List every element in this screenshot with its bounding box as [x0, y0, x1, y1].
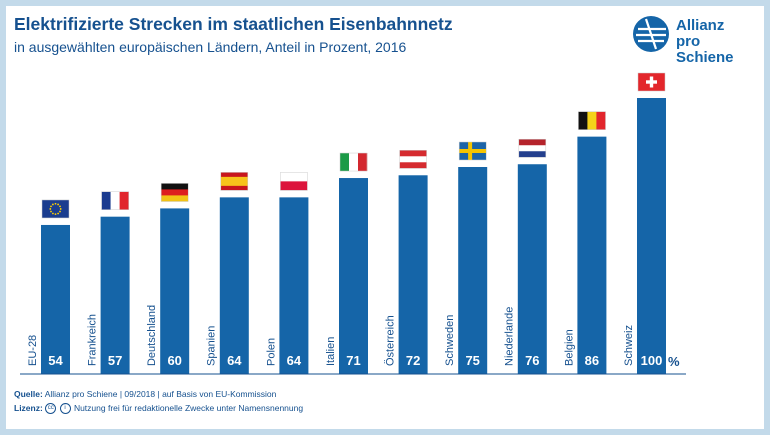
flag-border — [458, 141, 487, 161]
flag-border — [101, 191, 129, 210]
flag-de-icon — [160, 183, 189, 202]
bar-Belgien — [577, 136, 607, 374]
flag-eu-icon — [41, 199, 70, 219]
footer-source: Quelle: Allianz pro Schiene | 09/2018 | … — [14, 389, 276, 399]
flag-border — [518, 138, 547, 158]
value-label: 100 — [641, 353, 663, 368]
chart-subtitle: in ausgewählten europäischen Ländern, An… — [14, 39, 407, 55]
bar-Österreich — [398, 175, 428, 374]
chart-title: Elektrifizierte Strecken im staatlichen … — [14, 14, 453, 34]
value-label: 76 — [525, 353, 539, 368]
flag-border — [160, 183, 189, 202]
logo-line-1: Allianz — [676, 17, 725, 34]
source-label: Quelle: — [14, 389, 43, 399]
logo-text: Allianz pro Schiene — [676, 18, 756, 66]
flag-it-icon — [339, 152, 368, 172]
value-label: 75 — [465, 353, 479, 368]
bar-Schweden — [458, 167, 488, 374]
category-label: Italien — [325, 337, 337, 366]
flag-border — [339, 152, 368, 172]
flag-fr-icon — [101, 191, 129, 210]
bars-layer: 54 EU-28 57 Frankreich 60 Deutschland 64 Spanie… — [27, 72, 666, 374]
category-label: Deutschland — [146, 305, 158, 366]
flag-nl-icon — [518, 138, 547, 158]
bar-Schweiz — [637, 98, 666, 374]
flag-border — [220, 172, 249, 191]
category-label: Spanien — [206, 326, 218, 366]
source-text: Allianz pro Schiene | 09/2018 | auf Basi… — [44, 389, 277, 399]
flag-be-icon — [578, 111, 606, 130]
flag-border — [637, 72, 666, 92]
bar-Spanien — [219, 197, 249, 374]
flag-border — [41, 199, 70, 219]
category-label: Österreich — [385, 315, 397, 366]
category-label: Schweiz — [623, 325, 635, 366]
flag-border — [280, 172, 308, 191]
license-text: Nutzung frei für redaktionelle Zwecke un… — [73, 403, 304, 413]
value-label: 72 — [406, 353, 420, 368]
value-label: 54 — [48, 353, 63, 368]
bar-Niederlande — [517, 164, 547, 374]
flag-border — [578, 111, 606, 130]
category-label: Belgien — [563, 329, 575, 366]
flag-es-icon — [220, 172, 249, 191]
value-label: 64 — [227, 353, 242, 368]
bar-Italien — [339, 178, 368, 374]
unit-label: % — [668, 354, 680, 369]
bar-Frankreich — [100, 216, 130, 374]
flag-at-icon — [399, 150, 427, 169]
bar-Polen — [279, 197, 309, 374]
value-label: 64 — [287, 353, 302, 368]
category-label: Polen — [265, 338, 277, 366]
allianz-pro-schiene-logo: Allianz pro Schiene — [632, 12, 756, 66]
value-label: 57 — [108, 353, 122, 368]
category-label: Niederlande — [504, 307, 516, 366]
logo-line-2: pro Schiene — [676, 33, 734, 66]
bar-Deutschland — [160, 208, 190, 374]
flag-ch-icon — [637, 72, 666, 92]
value-label: 60 — [167, 353, 181, 368]
value-label: 71 — [346, 353, 360, 368]
flag-border — [399, 150, 427, 169]
category-label: Frankreich — [87, 314, 99, 366]
footer-license: Lizenz: cc i Nutzung frei für redaktione… — [14, 403, 304, 415]
category-label: Schweden — [444, 315, 456, 366]
attribution-icon: i — [59, 403, 71, 415]
bar-EU-28 — [41, 224, 70, 374]
license-label: Lizenz: — [14, 403, 43, 413]
flag-se-icon — [458, 141, 487, 161]
category-label: EU-28 — [27, 335, 39, 366]
value-label: 86 — [585, 353, 599, 368]
cc-icon: cc — [45, 403, 57, 415]
logo-icon — [633, 16, 669, 52]
flag-pl-icon — [280, 172, 308, 191]
